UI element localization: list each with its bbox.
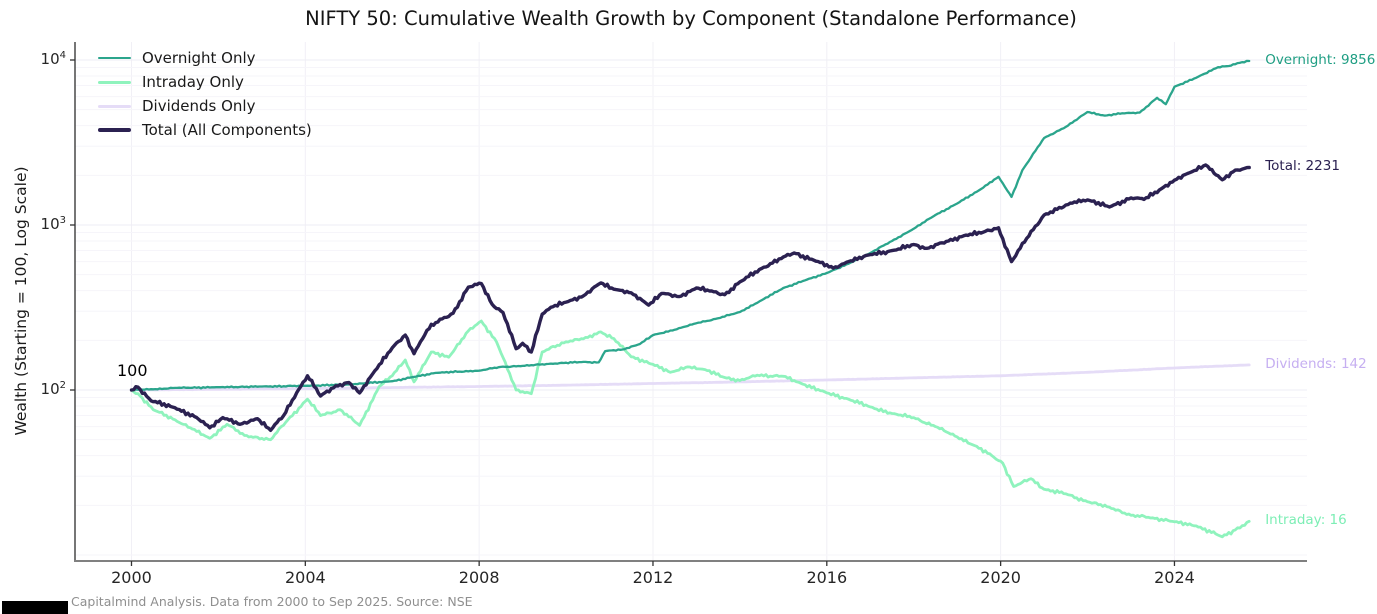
start-value-annotation: 100 xyxy=(117,361,148,380)
source-note: Capitalmind Analysis. Data from 2000 to … xyxy=(71,594,473,609)
legend-label: Dividends Only xyxy=(142,97,256,115)
legend-label: Overnight Only xyxy=(142,49,256,67)
legend-line-swatch xyxy=(98,104,131,108)
legend-item: Dividends Only xyxy=(98,94,312,118)
y-tick-label: 103 xyxy=(40,215,66,233)
x-tick-label: 2020 xyxy=(980,568,1021,587)
series-end-label-dividends: Dividends: 142 xyxy=(1265,355,1367,372)
legend-line-swatch xyxy=(98,56,131,60)
series-line-intraday xyxy=(130,319,1251,539)
x-tick-label: 2012 xyxy=(632,568,674,587)
x-tick-label: 2016 xyxy=(806,568,848,587)
x-tick-label: 2024 xyxy=(1154,568,1195,587)
legend-line-swatch xyxy=(98,80,131,84)
x-tick-labels: 2000 2004 2008 2012 2016 2020 2024 xyxy=(0,568,1377,590)
y-tick-label: 102 xyxy=(40,380,66,398)
y-tick-label: 104 xyxy=(40,50,66,68)
x-tick-label: 2000 xyxy=(111,568,152,587)
series-end-label-overnight: Overnight: 9856 xyxy=(1265,52,1376,69)
chart-title: NIFTY 50: Cumulative Wealth Growth by Co… xyxy=(305,7,1077,30)
legend-item: Intraday Only xyxy=(98,70,312,94)
legend-label: Intraday Only xyxy=(142,73,244,91)
legend-item: Overnight Only xyxy=(98,46,312,70)
legend-label: Total (All Components) xyxy=(142,121,312,139)
legend: Overnight Only Intraday Only Dividends Onl… xyxy=(98,46,312,142)
bottom-left-black-bar xyxy=(2,601,68,614)
series-line-overnight xyxy=(130,59,1251,392)
series-end-label-intraday: Intraday: 16 xyxy=(1265,512,1347,529)
legend-line-swatch xyxy=(98,128,131,132)
series-end-label-total: Total: 2231 xyxy=(1265,158,1340,175)
legend-item: Total (All Components) xyxy=(98,118,312,142)
series-line-total xyxy=(129,163,1251,432)
x-tick-label: 2008 xyxy=(458,568,500,587)
y-tick-labels: 102 103 104 xyxy=(0,0,70,614)
x-tick-label: 2004 xyxy=(284,568,326,587)
